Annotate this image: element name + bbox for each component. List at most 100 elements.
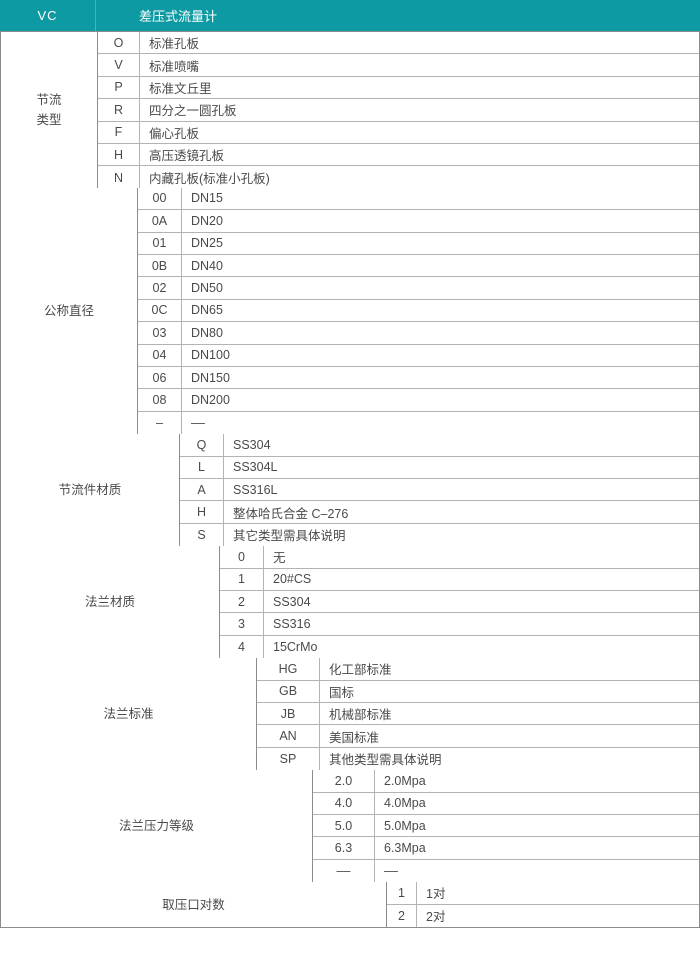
row-description-cell: 6.3Mpa: [384, 841, 426, 856]
table-row: 08 DN200: [138, 389, 699, 412]
table-row: 0A DN20: [138, 210, 699, 233]
row-description-cell: 标准文丘里: [149, 81, 212, 96]
section-label-line: 公称直径: [43, 303, 94, 318]
table-row: 02 DN50: [138, 277, 699, 300]
row-code-cell: L: [180, 456, 224, 478]
table-row: 01 DN25: [138, 232, 699, 255]
row-code-cell: AN: [257, 725, 320, 747]
row-description-cell: 2对: [426, 910, 446, 925]
table-row: 00 DN15: [138, 187, 699, 211]
row-code-cell: 3: [220, 613, 264, 635]
row-code-cell: 4: [220, 635, 264, 659]
row-description-cell: 2.0Mpa: [384, 773, 426, 788]
row-code-cell: S: [180, 523, 224, 547]
row-description-cell: 标准喷嘴: [149, 59, 200, 74]
row-code-cell: ––: [313, 859, 375, 883]
row-code-cell: 02: [138, 277, 182, 299]
row-description-cell: DN65: [191, 303, 223, 318]
row-description-cell: 机械部标准: [329, 708, 392, 723]
section-rows: 0 无 1 20#CS 2 SS304 3 SS316 4 15CrMo: [219, 546, 699, 659]
row-code-cell: 4.0: [313, 792, 375, 814]
spec-section: 节流件材质 Q SS304 L SS304L A SS316L H 整体哈氏合金 C–276 S 其…: [0, 434, 700, 548]
row-description-cell: ––: [191, 415, 205, 430]
row-code-cell: 1: [387, 882, 417, 904]
section-label-line: 类型: [36, 112, 62, 127]
section-label-line: 节流件材质: [58, 483, 122, 498]
row-code-cell: 1: [220, 568, 264, 590]
row-code-cell: JB: [257, 702, 320, 725]
row-description-cell: DN80: [191, 325, 223, 340]
row-code-cell: 2: [387, 904, 417, 927]
row-code-cell: R: [98, 99, 140, 121]
table-row: P 标准文丘里: [98, 76, 699, 100]
row-description-cell: 四分之一圆孔板: [149, 104, 237, 119]
table-row: H 整体哈氏合金 C–276: [180, 501, 699, 524]
row-description-cell: DN100: [191, 348, 230, 363]
table-row: AN 美国标准: [257, 725, 699, 748]
row-description-cell: DN50: [191, 281, 223, 296]
row-code-cell: N: [98, 166, 140, 189]
section-rows: Q SS304 L SS304L A SS316L H 整体哈氏合金 C–276 S 其它类型需具…: [179, 434, 699, 547]
table-row: 2 2对: [387, 904, 699, 927]
row-code-cell: H: [180, 501, 224, 523]
row-code-cell: –: [138, 411, 182, 435]
spec-section: 法兰标准 HG 化工部标准 GB 国标 JB 机械部标准 AN 美国标准 SP 其他类型需具体说明: [0, 658, 700, 772]
row-description-cell: 5.0Mpa: [384, 818, 426, 833]
table-row: 4 15CrMo: [220, 635, 699, 659]
row-code-cell: P: [98, 76, 140, 99]
table-row: JB 机械部标准: [257, 702, 699, 726]
section-rows: 1 1对 2 2对: [386, 882, 699, 927]
section-label-line: 法兰标准: [103, 707, 154, 722]
table-row: – ––: [138, 411, 699, 435]
row-code-cell: SP: [257, 747, 320, 771]
table-row: L SS304L: [180, 456, 699, 479]
row-description-cell: 美国标准: [329, 730, 380, 745]
table-row: 0B DN40: [138, 254, 699, 278]
row-code-cell: Q: [180, 434, 224, 456]
table-row: GB 国标: [257, 680, 699, 703]
row-description-cell: 15CrMo: [273, 639, 318, 654]
row-description-cell: ––: [384, 863, 398, 878]
row-code-cell: O: [98, 32, 140, 54]
row-description-cell: 国标: [329, 685, 355, 700]
section-label: 法兰材质: [1, 546, 219, 658]
row-description-cell: 其他类型需具体说明: [329, 753, 442, 768]
table-row: HG 化工部标准: [257, 658, 699, 681]
table-row: 1 1对: [387, 882, 699, 905]
row-description-cell: SS304L: [233, 460, 278, 475]
row-code-cell: GB: [257, 680, 320, 702]
section-rows: O 标准孔板 V 标准喷嘴 P 标准文丘里 R 四分之一圆孔板 F 偏心孔板 H 高压透镜孔板 N 内藏孔…: [97, 32, 699, 189]
table-row: SP 其他类型需具体说明: [257, 747, 699, 771]
row-code-cell: 0C: [138, 299, 182, 322]
row-code-cell: 6.3: [313, 837, 375, 859]
row-code-cell: 03: [138, 322, 182, 344]
row-description-cell: 20#CS: [273, 572, 312, 587]
row-description-cell: 内藏孔板(标准小孔板): [149, 172, 270, 187]
row-description-cell: SS316: [273, 617, 311, 632]
row-code-cell: 0B: [138, 254, 182, 277]
table-row: V 标准喷嘴: [98, 54, 699, 77]
section-label-line: 法兰材质: [84, 595, 135, 610]
spec-section: 法兰材质 0 无 1 20#CS 2 SS304 3 SS316 4 15CrMo: [0, 546, 700, 660]
section-rows: 2.0 2.0Mpa 4.0 4.0Mpa 5.0 5.0Mpa 6.3 6.3Mpa –– ––: [312, 770, 699, 883]
table-row: A SS316L: [180, 478, 699, 502]
table-row: 5.0 5.0Mpa: [313, 814, 699, 838]
row-code-cell: 2: [220, 590, 264, 613]
row-description-cell: DN200: [191, 393, 230, 407]
row-description-cell: 高压透镜孔板: [149, 149, 225, 164]
table-header-row: VC 差压式流量计: [0, 0, 700, 31]
row-description-cell: 1对: [426, 887, 446, 902]
table-row: 4.0 4.0Mpa: [313, 792, 699, 815]
table-row: –– ––: [313, 859, 699, 883]
table-row: R 四分之一圆孔板: [98, 99, 699, 122]
row-code-cell: 00: [138, 187, 182, 210]
section-label: 取压口对数: [1, 882, 386, 927]
row-description-cell: SS304: [273, 594, 311, 609]
row-code-cell: 0A: [138, 210, 182, 232]
header-title-cell: 差压式流量计: [139, 9, 218, 24]
section-label: 法兰压力等级: [1, 770, 312, 882]
table-row: 6.3 6.3Mpa: [313, 837, 699, 860]
row-description-cell: 标准孔板: [149, 37, 200, 52]
row-description-cell: 偏心孔板: [149, 126, 200, 141]
